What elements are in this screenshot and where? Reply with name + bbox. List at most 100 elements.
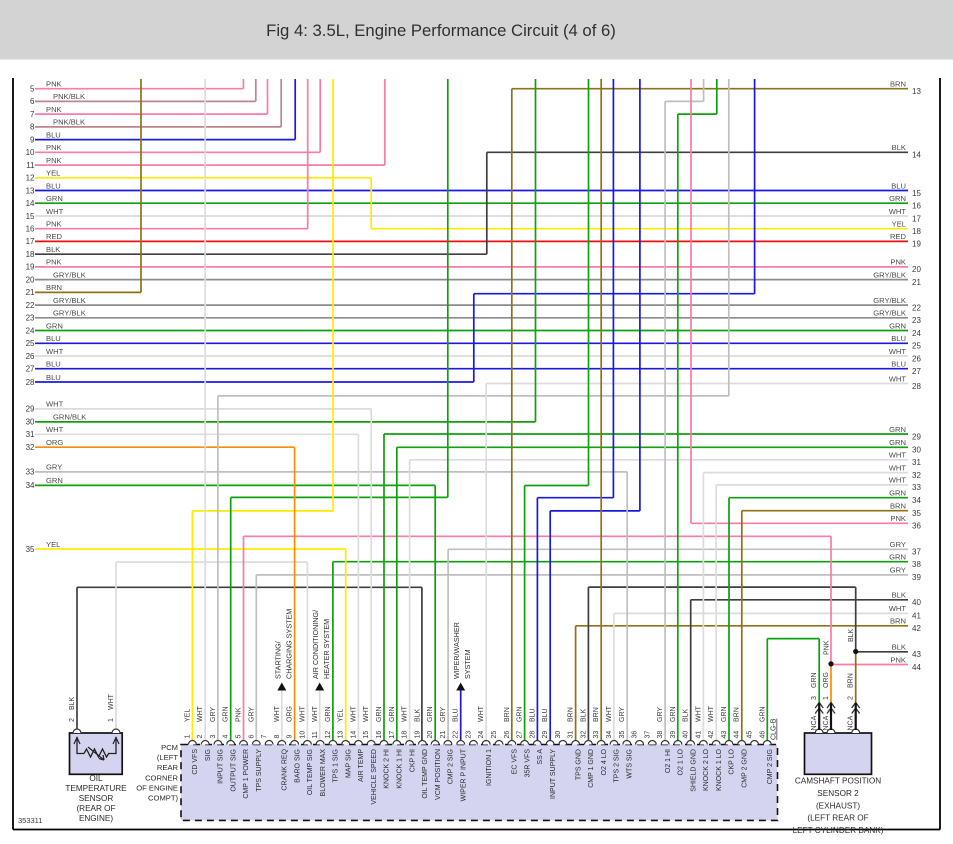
svg-text:GRY: GRY xyxy=(248,707,255,722)
svg-text:GRN: GRN xyxy=(889,321,906,330)
svg-text:3: 3 xyxy=(210,735,217,739)
svg-text:KNOCK 2 HI: KNOCK 2 HI xyxy=(384,749,391,789)
svg-text:GRN: GRN xyxy=(889,194,906,203)
svg-text:WHT: WHT xyxy=(402,705,409,722)
svg-text:26: 26 xyxy=(26,352,35,361)
svg-text:20: 20 xyxy=(912,265,921,274)
svg-text:NCA: NCA xyxy=(823,715,830,730)
svg-text:BLU: BLU xyxy=(542,708,549,722)
svg-text:WHT: WHT xyxy=(708,705,715,722)
svg-text:39: 39 xyxy=(912,573,921,582)
svg-text:4: 4 xyxy=(223,735,230,739)
svg-text:WIPER/WASHER: WIPER/WASHER xyxy=(452,622,461,679)
svg-text:MAP SIG: MAP SIG xyxy=(345,749,352,778)
svg-text:CRANK REQ: CRANK REQ xyxy=(282,748,289,790)
svg-text:BLU: BLU xyxy=(46,373,61,382)
svg-text:WTS SIG: WTS SIG xyxy=(627,749,634,779)
svg-text:BRN: BRN xyxy=(593,707,600,722)
svg-text:38: 38 xyxy=(912,560,921,569)
svg-text:PNK: PNK xyxy=(46,105,62,114)
svg-text:BLU: BLU xyxy=(891,334,906,343)
svg-text:GRN: GRN xyxy=(46,194,63,203)
svg-text:WIPER P INPUT: WIPER P INPUT xyxy=(460,748,467,801)
svg-text:10: 10 xyxy=(299,731,306,739)
svg-text:GRN: GRN xyxy=(889,553,906,562)
svg-text:PNK/BLK: PNK/BLK xyxy=(53,118,85,127)
svg-text:41: 41 xyxy=(695,731,702,739)
svg-text:11: 11 xyxy=(312,731,319,738)
svg-text:BRN: BRN xyxy=(568,707,575,722)
svg-text:WHT: WHT xyxy=(46,425,64,434)
svg-text:25: 25 xyxy=(491,731,498,739)
svg-text:353311: 353311 xyxy=(18,816,42,825)
svg-text:GRY: GRY xyxy=(890,566,906,575)
svg-text:WHT: WHT xyxy=(889,451,907,460)
svg-text:18: 18 xyxy=(402,731,409,739)
svg-text:AIR CONDITIONING/: AIR CONDITIONING/ xyxy=(311,610,320,679)
svg-text:TPS 2 SIG: TPS 2 SIG xyxy=(614,749,621,782)
svg-text:15: 15 xyxy=(363,731,370,739)
svg-text:WHT: WHT xyxy=(606,705,613,722)
svg-text:BRN: BRN xyxy=(890,502,906,511)
svg-text:WHT: WHT xyxy=(351,705,358,722)
svg-text:GRN: GRN xyxy=(46,476,63,485)
svg-text:GRN: GRN xyxy=(889,438,906,447)
svg-text:TPS 1 SIG: TPS 1 SIG xyxy=(333,749,340,782)
svg-text:CAMSHAFT POSITION: CAMSHAFT POSITION xyxy=(795,777,881,786)
svg-text:BARO SIG: BARO SIG xyxy=(294,749,301,783)
svg-text:WHT: WHT xyxy=(274,705,281,722)
svg-text:GRN: GRN xyxy=(759,706,766,722)
svg-text:WHT: WHT xyxy=(889,374,907,383)
svg-text:WHT: WHT xyxy=(695,705,702,722)
svg-text:14: 14 xyxy=(26,199,35,208)
svg-text:16: 16 xyxy=(26,225,35,234)
svg-text:BLK: BLK xyxy=(892,591,906,600)
svg-text:YEL: YEL xyxy=(338,709,345,722)
svg-text:6: 6 xyxy=(30,97,35,106)
svg-text:27: 27 xyxy=(517,731,524,739)
svg-text:21: 21 xyxy=(440,731,447,739)
svg-text:1: 1 xyxy=(823,696,830,700)
svg-text:32: 32 xyxy=(580,731,587,739)
svg-text:OIL TEMP GND: OIL TEMP GND xyxy=(422,749,429,799)
svg-text:24: 24 xyxy=(478,731,485,739)
svg-text:10: 10 xyxy=(26,148,35,157)
svg-text:34: 34 xyxy=(606,731,613,739)
svg-text:33: 33 xyxy=(593,731,600,739)
svg-text:43: 43 xyxy=(721,731,728,739)
svg-text:17: 17 xyxy=(389,731,396,739)
svg-text:33: 33 xyxy=(912,483,921,492)
svg-text:BLU: BLU xyxy=(453,708,460,722)
svg-text:17: 17 xyxy=(912,214,921,223)
svg-text:AIR TEMP: AIR TEMP xyxy=(358,749,365,782)
svg-text:29: 29 xyxy=(542,731,549,739)
svg-text:INPUT SIG: INPUT SIG xyxy=(218,749,225,784)
svg-text:YEL: YEL xyxy=(46,540,60,549)
svg-text:YEL: YEL xyxy=(184,709,191,722)
svg-text:GRN: GRN xyxy=(427,706,434,722)
svg-text:WHT: WHT xyxy=(889,463,907,472)
svg-text:PNK: PNK xyxy=(46,80,62,89)
svg-text:13: 13 xyxy=(912,87,921,96)
svg-text:36: 36 xyxy=(632,731,639,739)
svg-text:25: 25 xyxy=(912,342,921,351)
svg-text:COMPT): COMPT) xyxy=(148,794,178,803)
svg-text:SS A: SS A xyxy=(537,749,544,765)
svg-text:21: 21 xyxy=(26,288,35,297)
svg-text:43: 43 xyxy=(912,650,921,659)
svg-text:34: 34 xyxy=(26,481,35,490)
svg-text:GRN: GRN xyxy=(223,706,230,722)
svg-text:22: 22 xyxy=(912,303,921,312)
svg-text:BLK: BLK xyxy=(46,245,60,254)
svg-text:BRN: BRN xyxy=(734,707,741,722)
svg-text:GRN: GRN xyxy=(46,321,63,330)
svg-text:LEFT CYLINDER BANK): LEFT CYLINDER BANK) xyxy=(793,826,884,835)
svg-text:BRN: BRN xyxy=(504,707,511,722)
svg-text:35R VFS: 35R VFS xyxy=(524,749,531,778)
svg-text:BLU: BLU xyxy=(891,360,906,369)
svg-text:(LEFT REAR OF: (LEFT REAR OF xyxy=(807,814,868,823)
svg-text:12: 12 xyxy=(325,731,332,739)
svg-text:19: 19 xyxy=(414,731,421,739)
svg-text:8: 8 xyxy=(274,735,281,739)
svg-text:(EXHAUST): (EXHAUST) xyxy=(816,801,860,810)
